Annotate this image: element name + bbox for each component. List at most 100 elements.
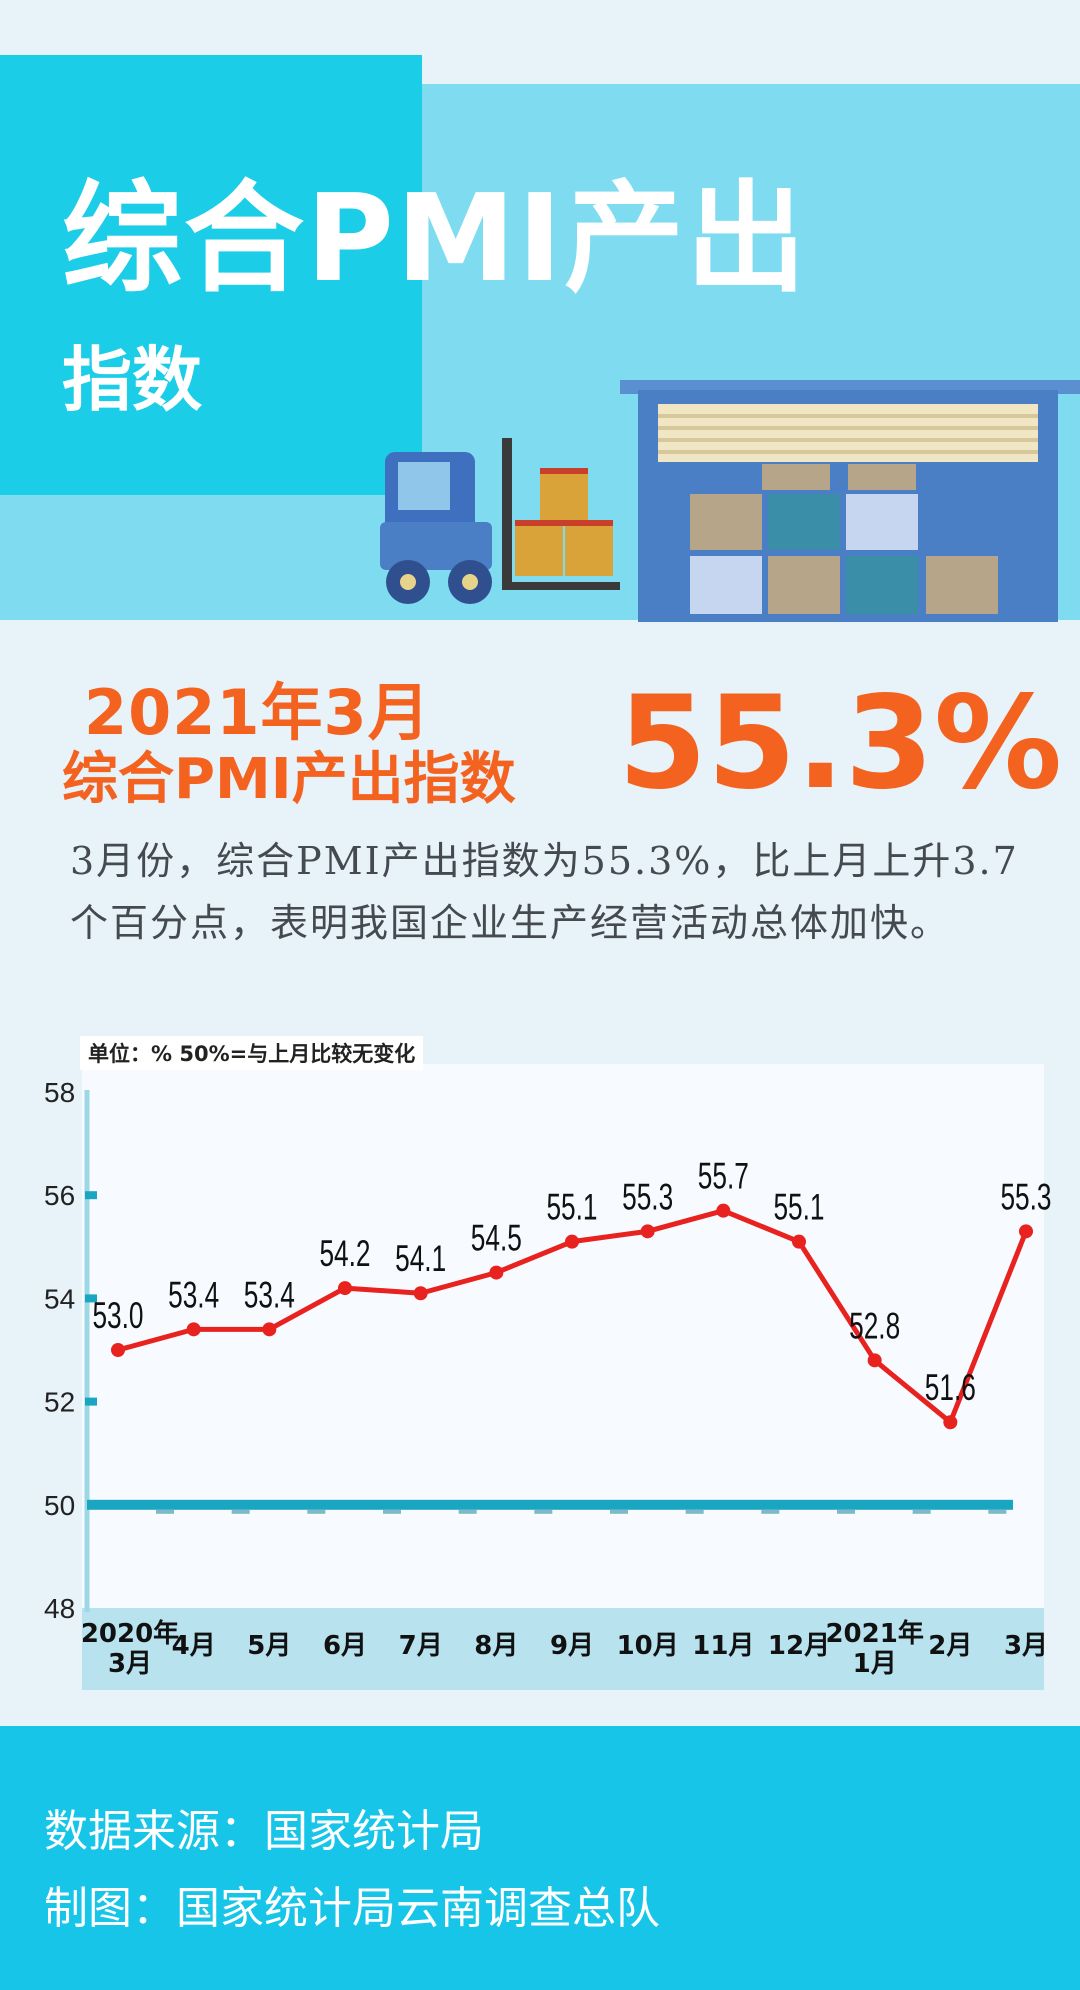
footer-credit: 制图：国家统计局云南调查总队: [44, 1883, 660, 1934]
header-title-panel: [0, 55, 422, 495]
page-title: 综合PMI产出: [62, 170, 809, 309]
data-label: 54.2: [319, 1233, 370, 1274]
reference-line-group: [87, 1499, 1013, 1514]
data-label: 52.8: [849, 1305, 900, 1346]
box-icon: [846, 494, 918, 550]
footer-source: 数据来源：国家统计局: [44, 1806, 484, 1857]
reference-dash: [231, 1509, 250, 1514]
data-label: 51.6: [925, 1367, 976, 1408]
box-icon: [926, 556, 998, 614]
box-icon: [690, 494, 762, 550]
y-tick-label: 58: [44, 1077, 75, 1108]
y-tick-label: 50: [44, 1490, 75, 1521]
data-point: [338, 1281, 352, 1296]
data-label: 55.7: [698, 1155, 749, 1196]
forklift-wheel: [462, 574, 478, 590]
reference-dash: [685, 1509, 704, 1514]
x-tick-label: 2021年: [825, 1618, 923, 1649]
x-tick-label: 11月: [692, 1631, 754, 1661]
series-pmi: 53.0 53.4 53.4 54.2 54.1 54.5 55.1 55.3 55.7 55.1…: [92, 1155, 1052, 1430]
page-subtitle: 指数: [62, 339, 202, 421]
x-tick-label: 1月: [853, 1649, 897, 1679]
data-label: 54.5: [471, 1217, 522, 1258]
x-tick-label: 6月: [323, 1631, 367, 1661]
data-label: 53.4: [168, 1274, 219, 1315]
data-point: [943, 1415, 958, 1430]
data-point: [716, 1203, 731, 1218]
data-point: [565, 1234, 579, 1249]
data-label: 53.0: [92, 1295, 143, 1336]
x-axis-band: [82, 1608, 1044, 1690]
data-point: [792, 1234, 806, 1249]
forklift-wheel: [400, 574, 416, 590]
x-tick-label: 3月: [108, 1649, 152, 1679]
y-tick-label: 52: [44, 1387, 75, 1418]
data-point: [1019, 1224, 1033, 1239]
data-label: 55.1: [773, 1186, 824, 1227]
data-point: [640, 1224, 655, 1239]
y-tick-label: 56: [44, 1180, 75, 1211]
data-label: 55.3: [622, 1176, 673, 1217]
forklift-body: [380, 522, 492, 570]
x-tick-label: 12月: [768, 1631, 830, 1661]
data-label: 55.3: [1000, 1176, 1051, 1217]
x-tick-label: 5月: [247, 1631, 291, 1661]
box-icon: [762, 464, 830, 490]
cargo-box-icon: [540, 472, 588, 522]
reference-dash: [610, 1509, 628, 1514]
data-point: [489, 1265, 504, 1280]
cargo-box-icon: [565, 524, 613, 576]
data-point: [262, 1322, 277, 1337]
reference-dash: [458, 1509, 477, 1514]
x-tick-label: 7月: [399, 1631, 443, 1661]
reference-dash: [383, 1509, 401, 1514]
y-tick-label: 54: [44, 1283, 75, 1314]
footer-band: [0, 1726, 1080, 1990]
reference-dash: [534, 1509, 553, 1514]
box-icon: [848, 464, 916, 490]
box-icon: [846, 556, 918, 614]
x-tick-label: 3月: [1004, 1631, 1048, 1661]
reference-dash: [761, 1509, 780, 1514]
headline-indicator: 综合PMI产出指数: [62, 747, 516, 812]
reference-line-50: [87, 1499, 1013, 1510]
x-tick-label: 10月: [617, 1631, 679, 1661]
reference-dash: [156, 1509, 174, 1514]
chart-unit-label: 单位：% 50%=与上月比较无变化: [80, 1036, 424, 1070]
data-point: [413, 1286, 428, 1301]
warehouse-illustration: [380, 380, 1080, 622]
y-tick-label: 48: [44, 1593, 75, 1624]
y-tick-mark: [85, 1294, 97, 1303]
y-axis: 58 56 54 52 50 48: [44, 1077, 97, 1624]
data-label: 54.1: [395, 1238, 446, 1279]
box-icon: [768, 556, 840, 614]
x-tick-label: 2月: [928, 1631, 972, 1661]
reference-dash: [837, 1509, 855, 1514]
x-tick-label: 2020年: [81, 1618, 179, 1649]
forklift-mast: [502, 438, 512, 588]
data-point: [186, 1322, 201, 1337]
box-icon: [768, 494, 840, 550]
x-tick-label: 4月: [172, 1631, 216, 1661]
forklift-fork: [502, 582, 620, 590]
cargo-box-icon: [515, 524, 563, 576]
forklift-window: [398, 462, 450, 510]
description-text: 3月份，综合PMI产出指数为55.3%，比上月上升3.7个百分点，表明我国企业生…: [70, 839, 1019, 945]
data-label: 53.4: [244, 1274, 295, 1315]
headline-value: 55.3%: [618, 669, 1063, 818]
y-tick-mark: [85, 1397, 97, 1406]
reference-dash: [912, 1509, 931, 1514]
y-tick-mark: [85, 1191, 97, 1200]
plot-area: [82, 1064, 1044, 1644]
box-icon: [690, 556, 762, 614]
data-point: [867, 1353, 882, 1368]
x-tick-label: 8月: [474, 1631, 518, 1661]
data-point: [111, 1343, 125, 1357]
headline-date: 2021年3月: [84, 676, 431, 749]
pmi-line-chart: 58 56 54 52 50 48 2020年 3月 4月 5月 6月 7月 8月 9月 10月 11月 12…: [0, 1030, 1080, 1700]
x-tick-label: 9月: [550, 1631, 594, 1661]
data-label: 55.1: [546, 1186, 597, 1227]
reference-dash: [988, 1509, 1007, 1514]
